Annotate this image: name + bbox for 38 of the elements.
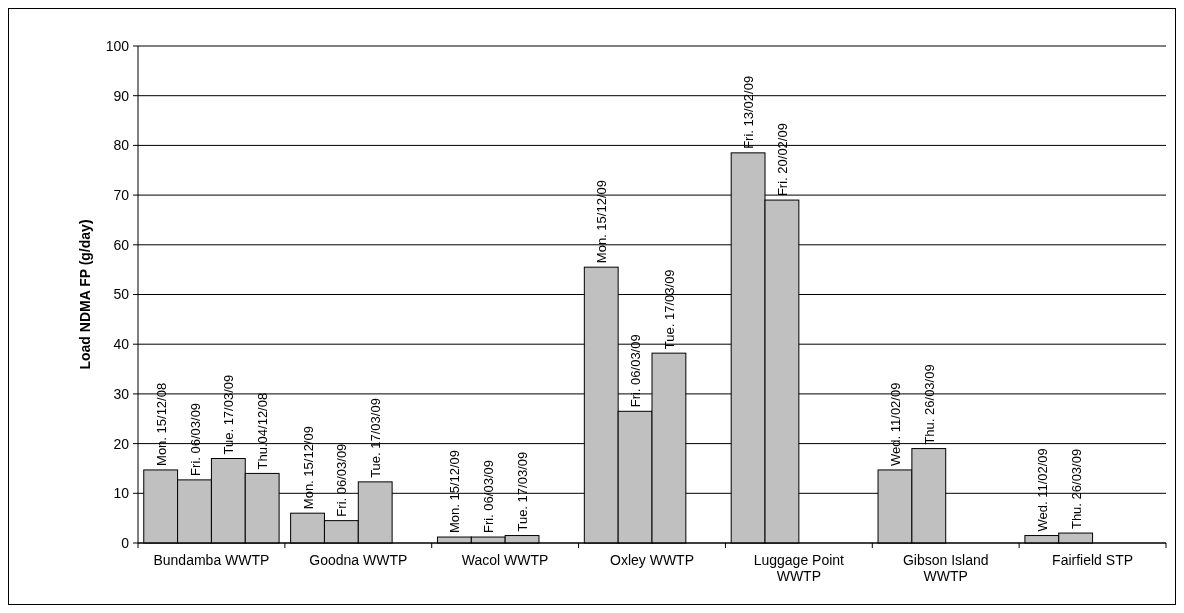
x-tick-label: Bundamba WWTP <box>153 552 270 568</box>
data-label: Thu. 26/03/09 <box>921 364 937 445</box>
data-label: Fri. 06/03/09 <box>628 334 644 408</box>
data-label: Tue. 17/03/09 <box>368 398 384 478</box>
data-label: Mon. 15/12/08 <box>153 382 169 466</box>
data-label: Fri. 06/03/09 <box>481 460 497 534</box>
x-tick-label: Wacol WWTP <box>461 552 549 568</box>
y-tick-label: 20 <box>113 435 130 452</box>
y-tick-label: 80 <box>113 137 130 154</box>
data-label: Fri. 06/03/09 <box>334 443 350 517</box>
data-label: Fri. 13/02/09 <box>741 75 757 149</box>
data-label: Thu.04/12/08 <box>255 392 271 470</box>
data-label: Thu. 26/03/09 <box>1068 448 1084 530</box>
data-label: Wed. 11/02/09 <box>1034 448 1050 532</box>
y-tick-label: 50 <box>113 286 130 303</box>
y-tick-label: 60 <box>113 236 130 253</box>
data-label: Fri. 20/02/09 <box>774 123 790 197</box>
y-tick-label: 40 <box>113 336 130 353</box>
data-label: Tue. 17/03/09 <box>221 374 237 455</box>
data-label: Fri. 06/03/09 <box>187 402 203 476</box>
y-axis-title: Load NDMA FP (g/day) <box>77 219 93 370</box>
y-tick-label: 100 <box>105 37 130 54</box>
x-tick-label: Fairfield STP <box>1052 552 1134 568</box>
y-tick-label: 70 <box>113 187 130 203</box>
x-tick-label: Goodna WWTP <box>309 552 408 568</box>
data-label: Mon. 15/12/09 <box>594 180 610 264</box>
data-label: Wed. 11/02/09 <box>887 382 903 466</box>
x-tick-label: Luggage Point WWTP <box>753 552 845 584</box>
data-label: Tue. 17/03/09 <box>661 269 677 350</box>
x-tick-label: Gibson Island WWTP <box>902 552 989 584</box>
y-tick-label: 10 <box>113 485 130 502</box>
y-tick-label: 90 <box>113 87 130 104</box>
data-label: Mon. 15/12/09 <box>300 426 316 510</box>
x-tick-label: Oxley WWTP <box>610 552 694 568</box>
y-tick-label: 30 <box>113 385 130 402</box>
data-label: Tue. 17/03/09 <box>515 451 531 532</box>
y-tick-label: 0 <box>121 534 130 551</box>
data-label: Mon. 15/12/09 <box>447 449 463 534</box>
